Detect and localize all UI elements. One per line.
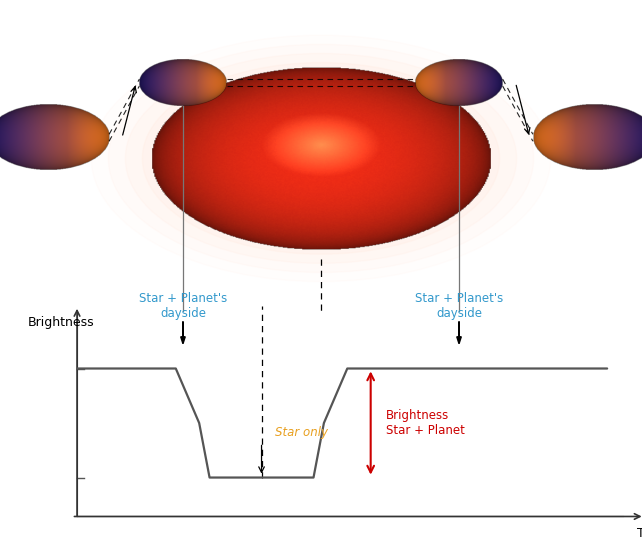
Text: Brightness: Brightness (28, 316, 94, 329)
Text: Star + Planet's
dayside: Star + Planet's dayside (139, 292, 227, 320)
Circle shape (125, 53, 517, 263)
Text: Star only: Star only (275, 426, 327, 439)
Circle shape (91, 35, 551, 281)
Circle shape (143, 62, 499, 254)
Circle shape (108, 44, 534, 272)
Text: Brightness
Star + Planet: Brightness Star + Planet (386, 409, 465, 437)
Text: Star + Planet's
dayside: Star + Planet's dayside (415, 292, 503, 320)
Text: Time: Time (638, 527, 642, 538)
